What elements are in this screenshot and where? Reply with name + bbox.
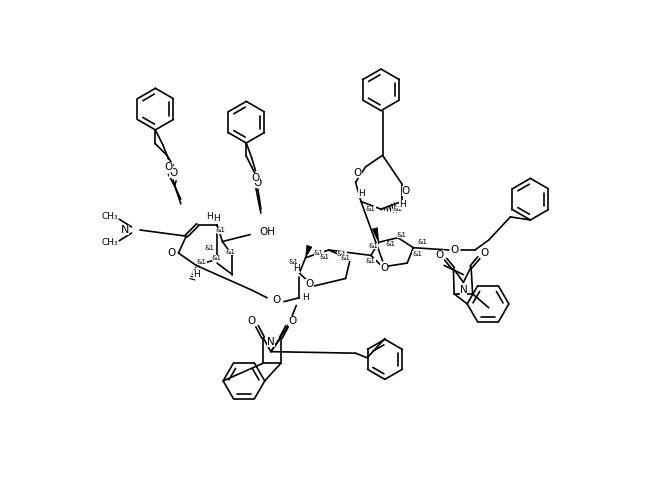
Text: &1: &1 (197, 259, 206, 265)
Text: O: O (164, 162, 173, 172)
Text: N: N (459, 285, 467, 295)
Text: &1: &1 (289, 259, 299, 265)
Text: N: N (267, 338, 275, 347)
Text: &1: &1 (385, 241, 395, 247)
Text: H: H (213, 214, 219, 223)
Text: &1: &1 (226, 248, 236, 254)
Text: OH: OH (259, 227, 275, 237)
Text: &1: &1 (216, 227, 226, 233)
Text: &1: &1 (313, 250, 324, 256)
Text: O: O (252, 173, 259, 184)
Text: &1: &1 (412, 251, 422, 257)
Polygon shape (372, 228, 379, 242)
Text: &1: &1 (397, 232, 407, 238)
Text: &1: &1 (366, 258, 376, 264)
Text: &1: &1 (204, 245, 214, 251)
Text: O: O (248, 316, 256, 326)
Text: &1: &1 (212, 255, 222, 261)
Text: O: O (380, 263, 388, 273)
Text: O: O (168, 248, 175, 258)
Text: N: N (121, 225, 129, 235)
Text: &1: &1 (217, 228, 228, 234)
Text: CH₃: CH₃ (102, 238, 118, 247)
Polygon shape (306, 246, 312, 258)
Text: O: O (353, 168, 362, 178)
Text: O: O (451, 245, 459, 255)
Text: O: O (481, 248, 489, 258)
Text: H: H (359, 189, 365, 198)
Text: &1: &1 (417, 239, 428, 246)
Text: O: O (305, 279, 313, 289)
Text: O: O (288, 316, 297, 326)
Text: &1: &1 (366, 206, 376, 212)
Text: &1: &1 (341, 255, 351, 261)
Text: &1: &1 (393, 206, 403, 212)
Text: O: O (169, 168, 177, 178)
Text: H: H (399, 200, 406, 209)
Text: O: O (272, 295, 281, 305)
Text: O: O (435, 249, 444, 260)
Text: O: O (253, 178, 262, 188)
Text: CH₃: CH₃ (102, 212, 118, 220)
Text: H: H (293, 264, 300, 273)
Text: &1: &1 (368, 243, 379, 249)
Text: O: O (401, 186, 410, 196)
Text: &1: &1 (320, 254, 330, 260)
Text: H: H (206, 213, 213, 221)
Text: H: H (193, 270, 199, 279)
Text: &1: &1 (337, 251, 347, 257)
Text: H: H (302, 293, 309, 302)
